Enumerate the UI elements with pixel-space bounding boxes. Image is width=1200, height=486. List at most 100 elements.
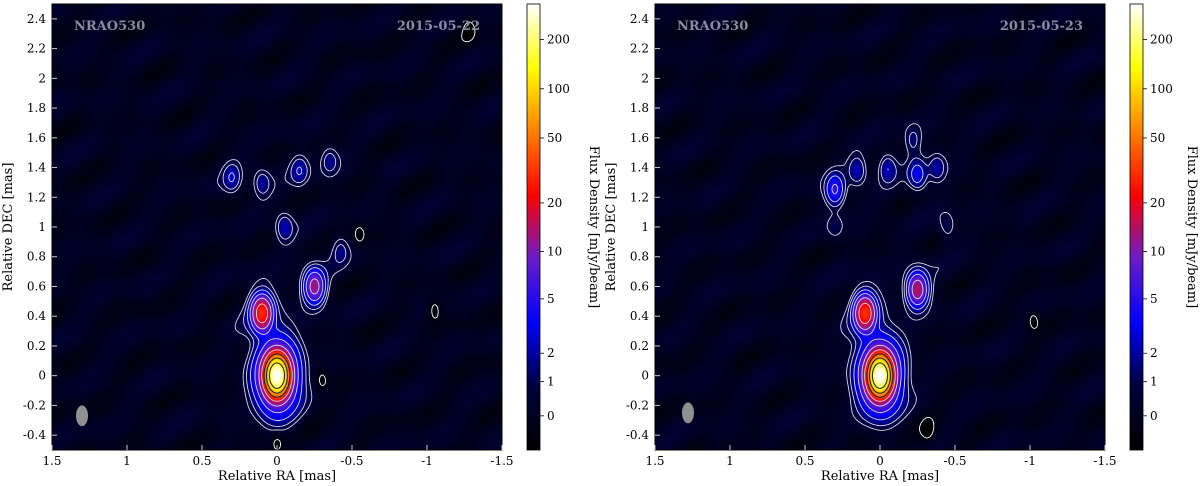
y-tick-label: 0 [38,369,46,383]
y-tick-label: 0.6 [630,279,649,293]
y-axis-label: Relative DEC [mas] [604,163,619,292]
colorbar-tick-label: 0 [547,409,555,423]
colorbar-tick-label: 1 [547,375,555,389]
contour-line [263,353,291,398]
y-tick-label: 1.2 [630,190,649,204]
contour-line [265,357,288,394]
y-tick-label: 1 [641,220,649,234]
colorbar-tick-label: 200 [547,33,570,47]
colorbar [526,3,541,451]
contour-line [871,362,889,390]
y-tick-label: 2.4 [630,12,649,26]
y-tick-label: 0.6 [27,279,46,293]
contour-line [228,166,327,421]
contour-line [858,302,896,402]
negative-contour [273,21,476,450]
y-tick-label: 1.8 [630,101,649,115]
negative-contour [918,315,1039,439]
x-tick-label: 1 [726,454,734,468]
contour-line [823,131,945,427]
y-tick-label: -0.2 [23,398,46,412]
x-tick-label: 0 [876,454,884,468]
colorbar-tick-label: 2 [547,346,555,360]
colorbar-tick-label: 50 [547,131,562,145]
y-tick-label: 0.8 [630,250,649,264]
colorbar-tick-label: 2 [1150,346,1158,360]
y-axis-label: Relative DEC [mas] [1,163,16,292]
y-tick-label: 1.6 [27,131,46,145]
date-label: 2015-05-22 [397,19,480,34]
contour-line [217,148,352,431]
y-tick-label: 2.4 [27,12,46,26]
contour-line [831,184,927,413]
y-tick-label: -0.4 [626,428,650,442]
colorbar-tick-label: 50 [1150,131,1165,145]
y-tick-label: 1.4 [630,161,649,175]
colorbar-tick-label: 0 [1150,409,1158,423]
colorbar-label: Flux Density [mJy/beam] [586,146,601,309]
colorbar-tick-label: 20 [547,196,562,210]
x-tick-label: -0.5 [340,454,363,468]
contour-line [866,353,894,398]
colorbar-tick-label: 10 [547,245,562,259]
y-tick-label: 1 [38,220,46,234]
y-tick-label: 0.2 [27,339,46,353]
y-tick-label: 2.2 [630,42,649,56]
colorbar-tick-label: 20 [1150,196,1165,210]
x-tick-label: -1.5 [1093,454,1116,468]
y-tick-label: 0.4 [27,309,46,323]
contour-line [819,123,954,431]
y-tick-label: 0.8 [27,250,46,264]
contour-layer [819,123,1039,439]
colorbar [1129,3,1144,451]
y-tick-label: 2.2 [27,42,46,56]
x-tick-label: 0 [273,454,281,468]
x-tick-label: -1 [421,454,433,468]
source-label: NRAO530 [74,19,145,34]
contour-line [855,279,924,407]
contour-line [252,278,320,407]
contour-line [255,303,293,402]
x-tick-label: 0.5 [795,454,814,468]
map-panel-2015-05-22: 1.5 1 0.5 0 -0.5 -1 -1.5 -0.4 -0.2 0 0.2 0.4 0.6 0.8 1… [1,3,601,484]
contour-line [222,153,347,427]
flux-density-map [655,4,1105,450]
y-tick-label: 1.4 [27,161,46,175]
colorbar-tick-label: 200 [1150,33,1173,47]
colorbar-label: Flux Density [mJy/beam] [1184,146,1199,309]
y-tick-label: -0.4 [23,428,47,442]
y-tick-label: 0.4 [630,309,649,323]
beam-ellipse [76,405,88,427]
y-tick-label: 0.2 [630,339,649,353]
contour-line [268,362,286,390]
x-tick-label: -1.5 [490,454,513,468]
x-tick-label: 1.5 [42,454,61,468]
contour-line [249,271,324,414]
colorbar-tick-label: 5 [547,292,555,306]
y-tick-label: 2 [641,71,649,85]
x-tick-label: 0.5 [192,454,211,468]
y-tick-label: 1.6 [630,131,649,145]
y-tick-label: 1.8 [27,101,46,115]
x-tick-label: -1 [1024,454,1036,468]
y-tick-label: -0.2 [626,398,649,412]
contour-line [826,164,930,421]
colorbar-tick-label: 100 [547,82,570,96]
x-axis-label: Relative RA [mas] [218,469,336,484]
x-tick-label: 1 [123,454,131,468]
x-tick-label: 1.5 [645,454,664,468]
beam-ellipse [682,402,694,424]
x-axis-label: Relative RA [mas] [821,469,939,484]
y-tick-label: 0 [641,369,649,383]
colorbar-tick-label: 1 [1150,375,1158,389]
colorbar-tick-label: 100 [1150,82,1173,96]
contour-layer [217,21,476,450]
contour-line [868,357,891,394]
y-tick-label: 2 [38,71,46,85]
flux-density-map [52,4,502,450]
map-panel-2015-05-23: 1.5 1 0.5 0 -0.5 -1 -1.5 -0.4 -0.2 0 0.2 0.4 0.6 0.8 1… [604,3,1199,484]
source-label: NRAO530 [677,19,748,34]
colorbar-tick-label: 10 [1150,245,1165,259]
date-label: 2015-05-23 [1000,19,1083,34]
